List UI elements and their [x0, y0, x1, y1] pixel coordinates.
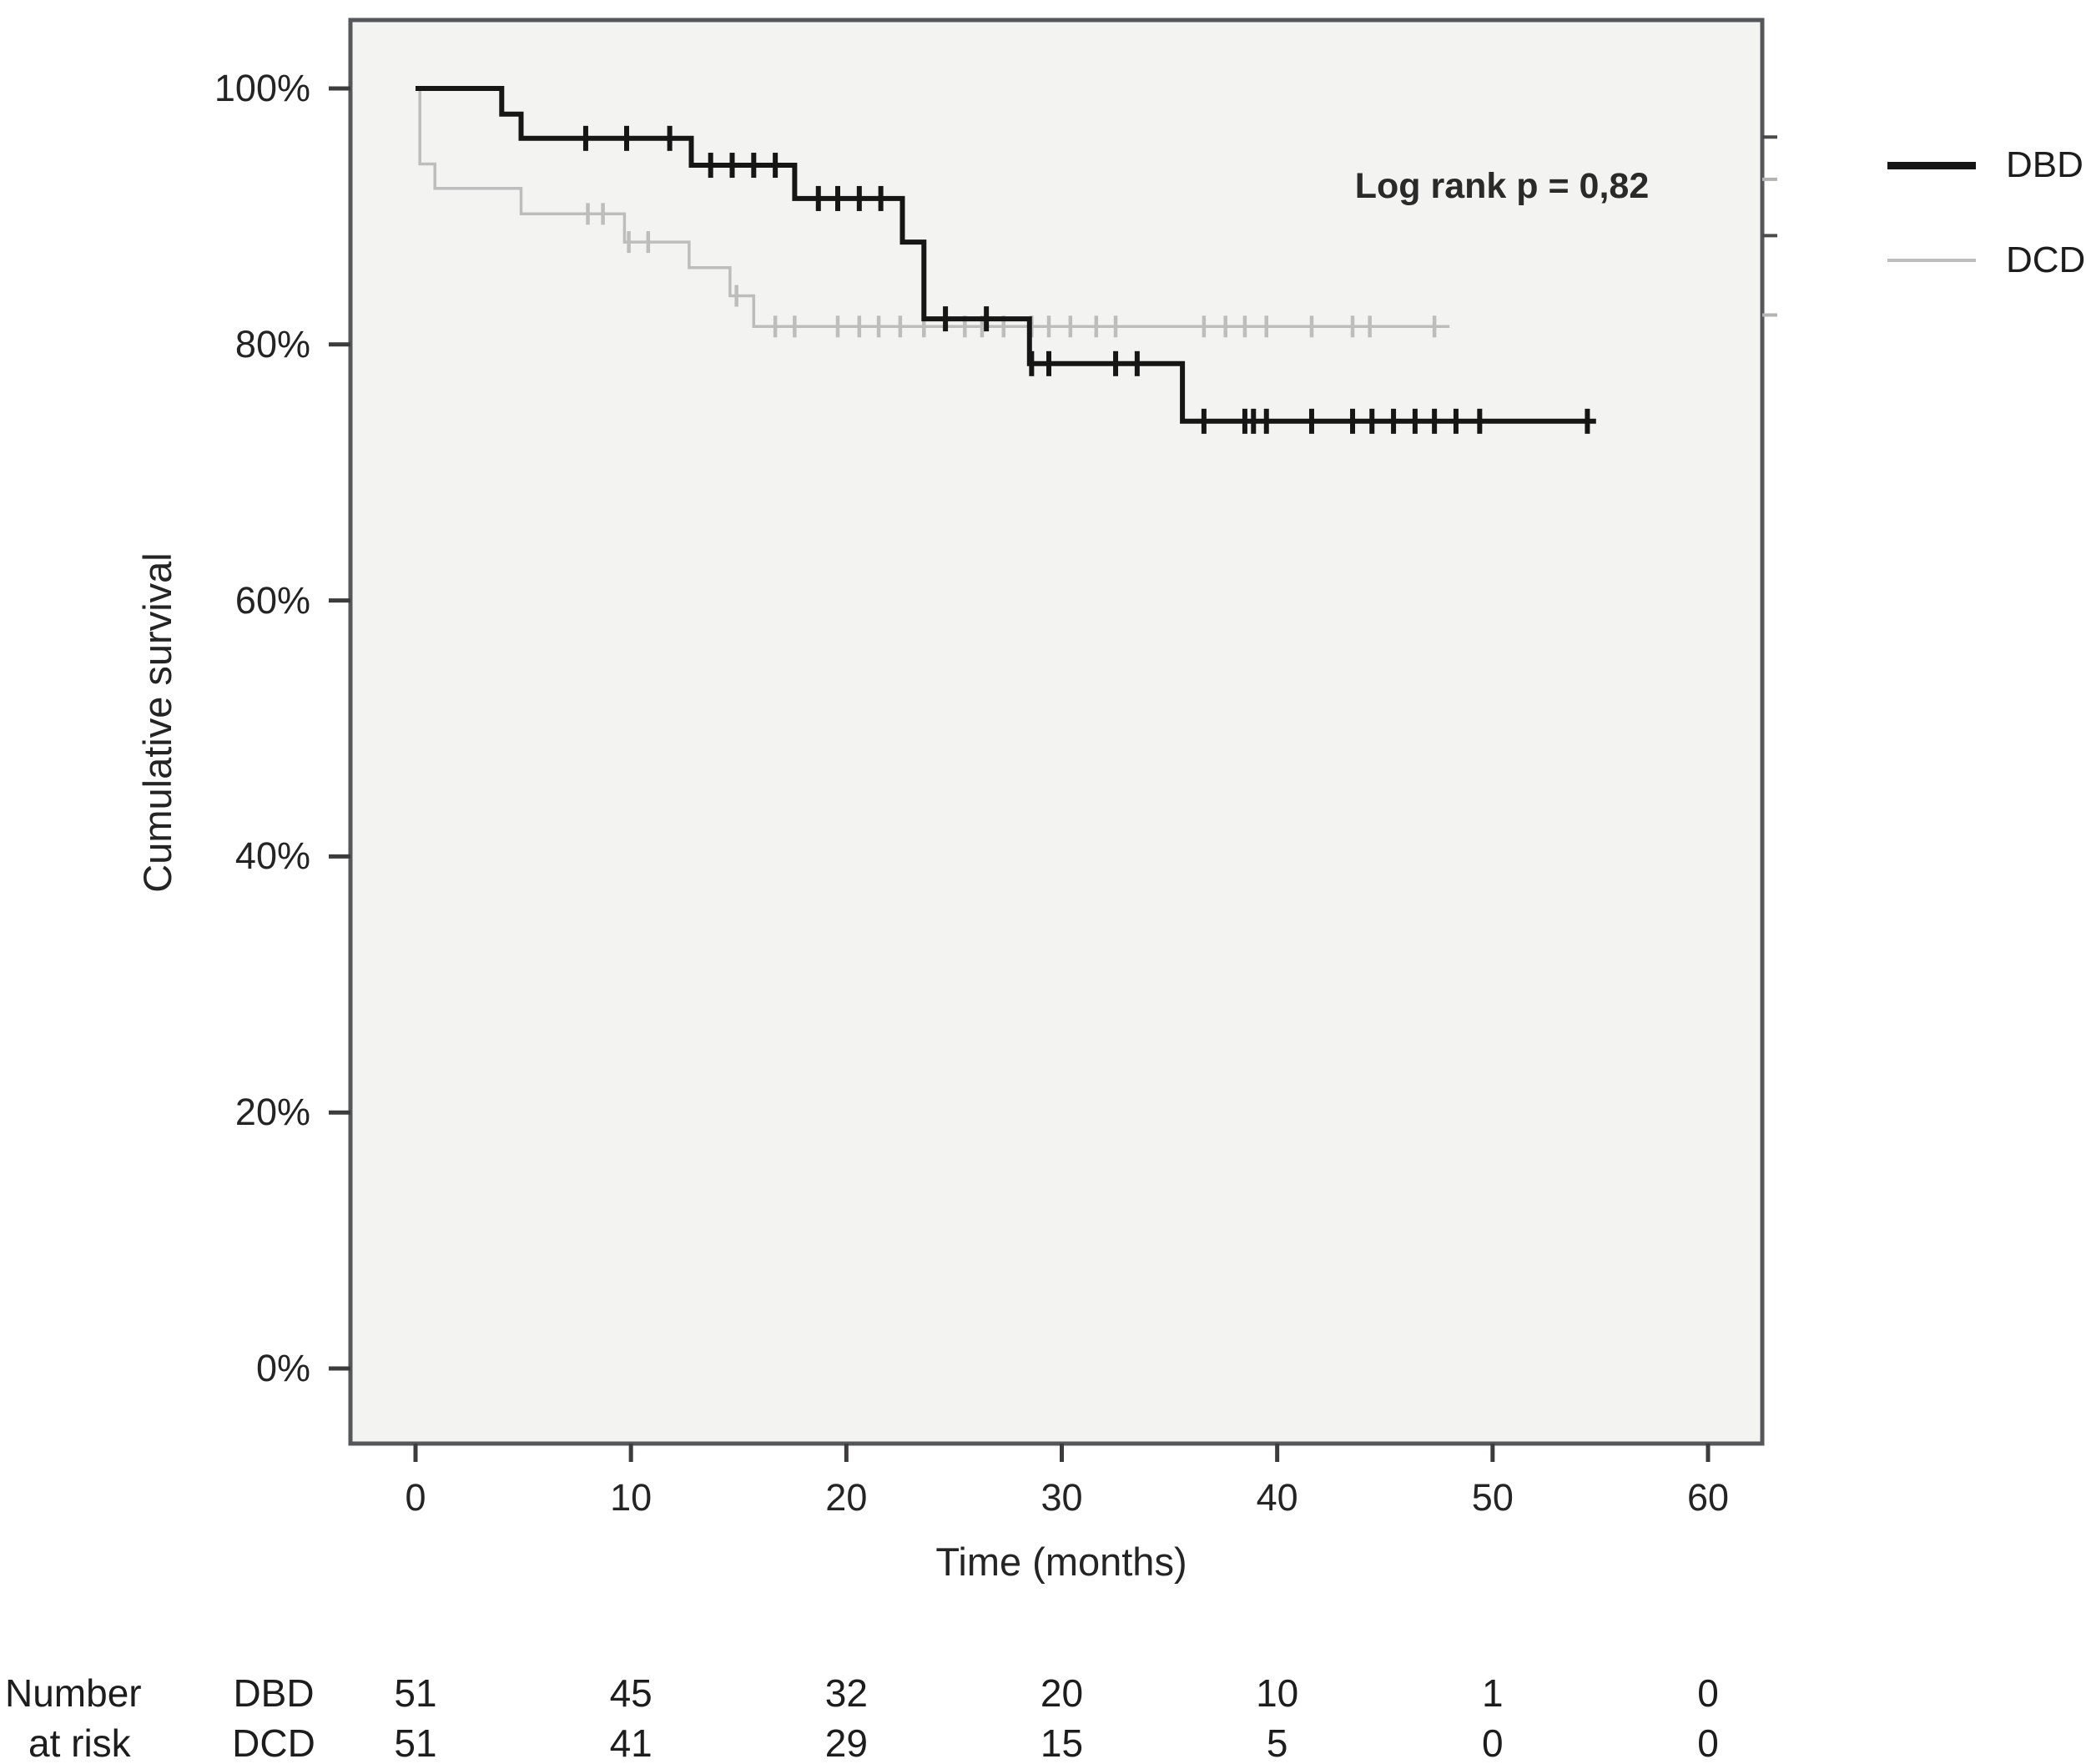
x-tick-label-0: 0: [405, 1476, 426, 1519]
risk-count-dcd-t40: 5: [1266, 1721, 1288, 1764]
legend-label-dbd: DBD: [2006, 144, 2083, 185]
y-tick-label-100: 100%: [214, 67, 310, 109]
dcd-line-swatch: [1887, 259, 1976, 262]
survival-curve-dbd: [416, 86, 1596, 424]
y-tick-label-20: 20%: [234, 1091, 310, 1134]
x-tick-label-20: 20: [825, 1476, 868, 1519]
y-tick-label-0: 0%: [255, 1347, 310, 1389]
risk-row-label-dcd: DCD: [232, 1721, 315, 1764]
x-tick-label-30: 30: [1040, 1476, 1083, 1519]
risk-count-dbd-t10: 45: [609, 1671, 653, 1715]
risk-count-dbd-t40: 10: [1256, 1671, 1299, 1715]
x-tick-label-60: 60: [1686, 1476, 1730, 1519]
risk-count-dcd-t0: 51: [394, 1721, 437, 1764]
log-rank-annotation: Log rank p = 0,82: [1354, 166, 1650, 206]
risk-count-dbd-t60: 0: [1697, 1671, 1719, 1715]
y-axis-title: Cumulative survival: [135, 552, 179, 893]
risk-table-title-line1: Number: [5, 1671, 142, 1715]
risk-count-dbd-t20: 32: [824, 1671, 868, 1715]
risk-count-dcd-t20: 29: [824, 1721, 868, 1764]
risk-table-title-line2: at risk: [28, 1721, 131, 1764]
x-tick-label-40: 40: [1256, 1476, 1298, 1519]
risk-count-dcd-t60: 0: [1697, 1721, 1719, 1764]
risk-count-dbd-t0: 51: [394, 1671, 437, 1715]
legend-label-dcd: DCD: [2006, 239, 2086, 280]
x-tick-label-50: 50: [1471, 1476, 1514, 1519]
risk-count-dcd-t30: 15: [1040, 1721, 1084, 1764]
plot-area: [348, 18, 1765, 1446]
y-tick-label-80: 80%: [234, 322, 310, 365]
x-axis-title: Time (months): [935, 1540, 1187, 1584]
risk-count-dbd-t30: 20: [1040, 1671, 1084, 1715]
survival-curve-dcd: [416, 87, 1450, 329]
y-tick-label-40: 40%: [234, 834, 310, 878]
x-tick-label-10: 10: [610, 1476, 653, 1519]
dbd-line-swatch: [1887, 162, 1976, 169]
risk-count-dcd-t50: 0: [1482, 1721, 1504, 1764]
risk-count-dcd-t10: 41: [609, 1721, 653, 1764]
risk-count-dbd-t50: 1: [1482, 1671, 1504, 1715]
risk-row-label-dbd: DBD: [233, 1671, 315, 1715]
y-tick-label-60: 60%: [234, 578, 310, 622]
